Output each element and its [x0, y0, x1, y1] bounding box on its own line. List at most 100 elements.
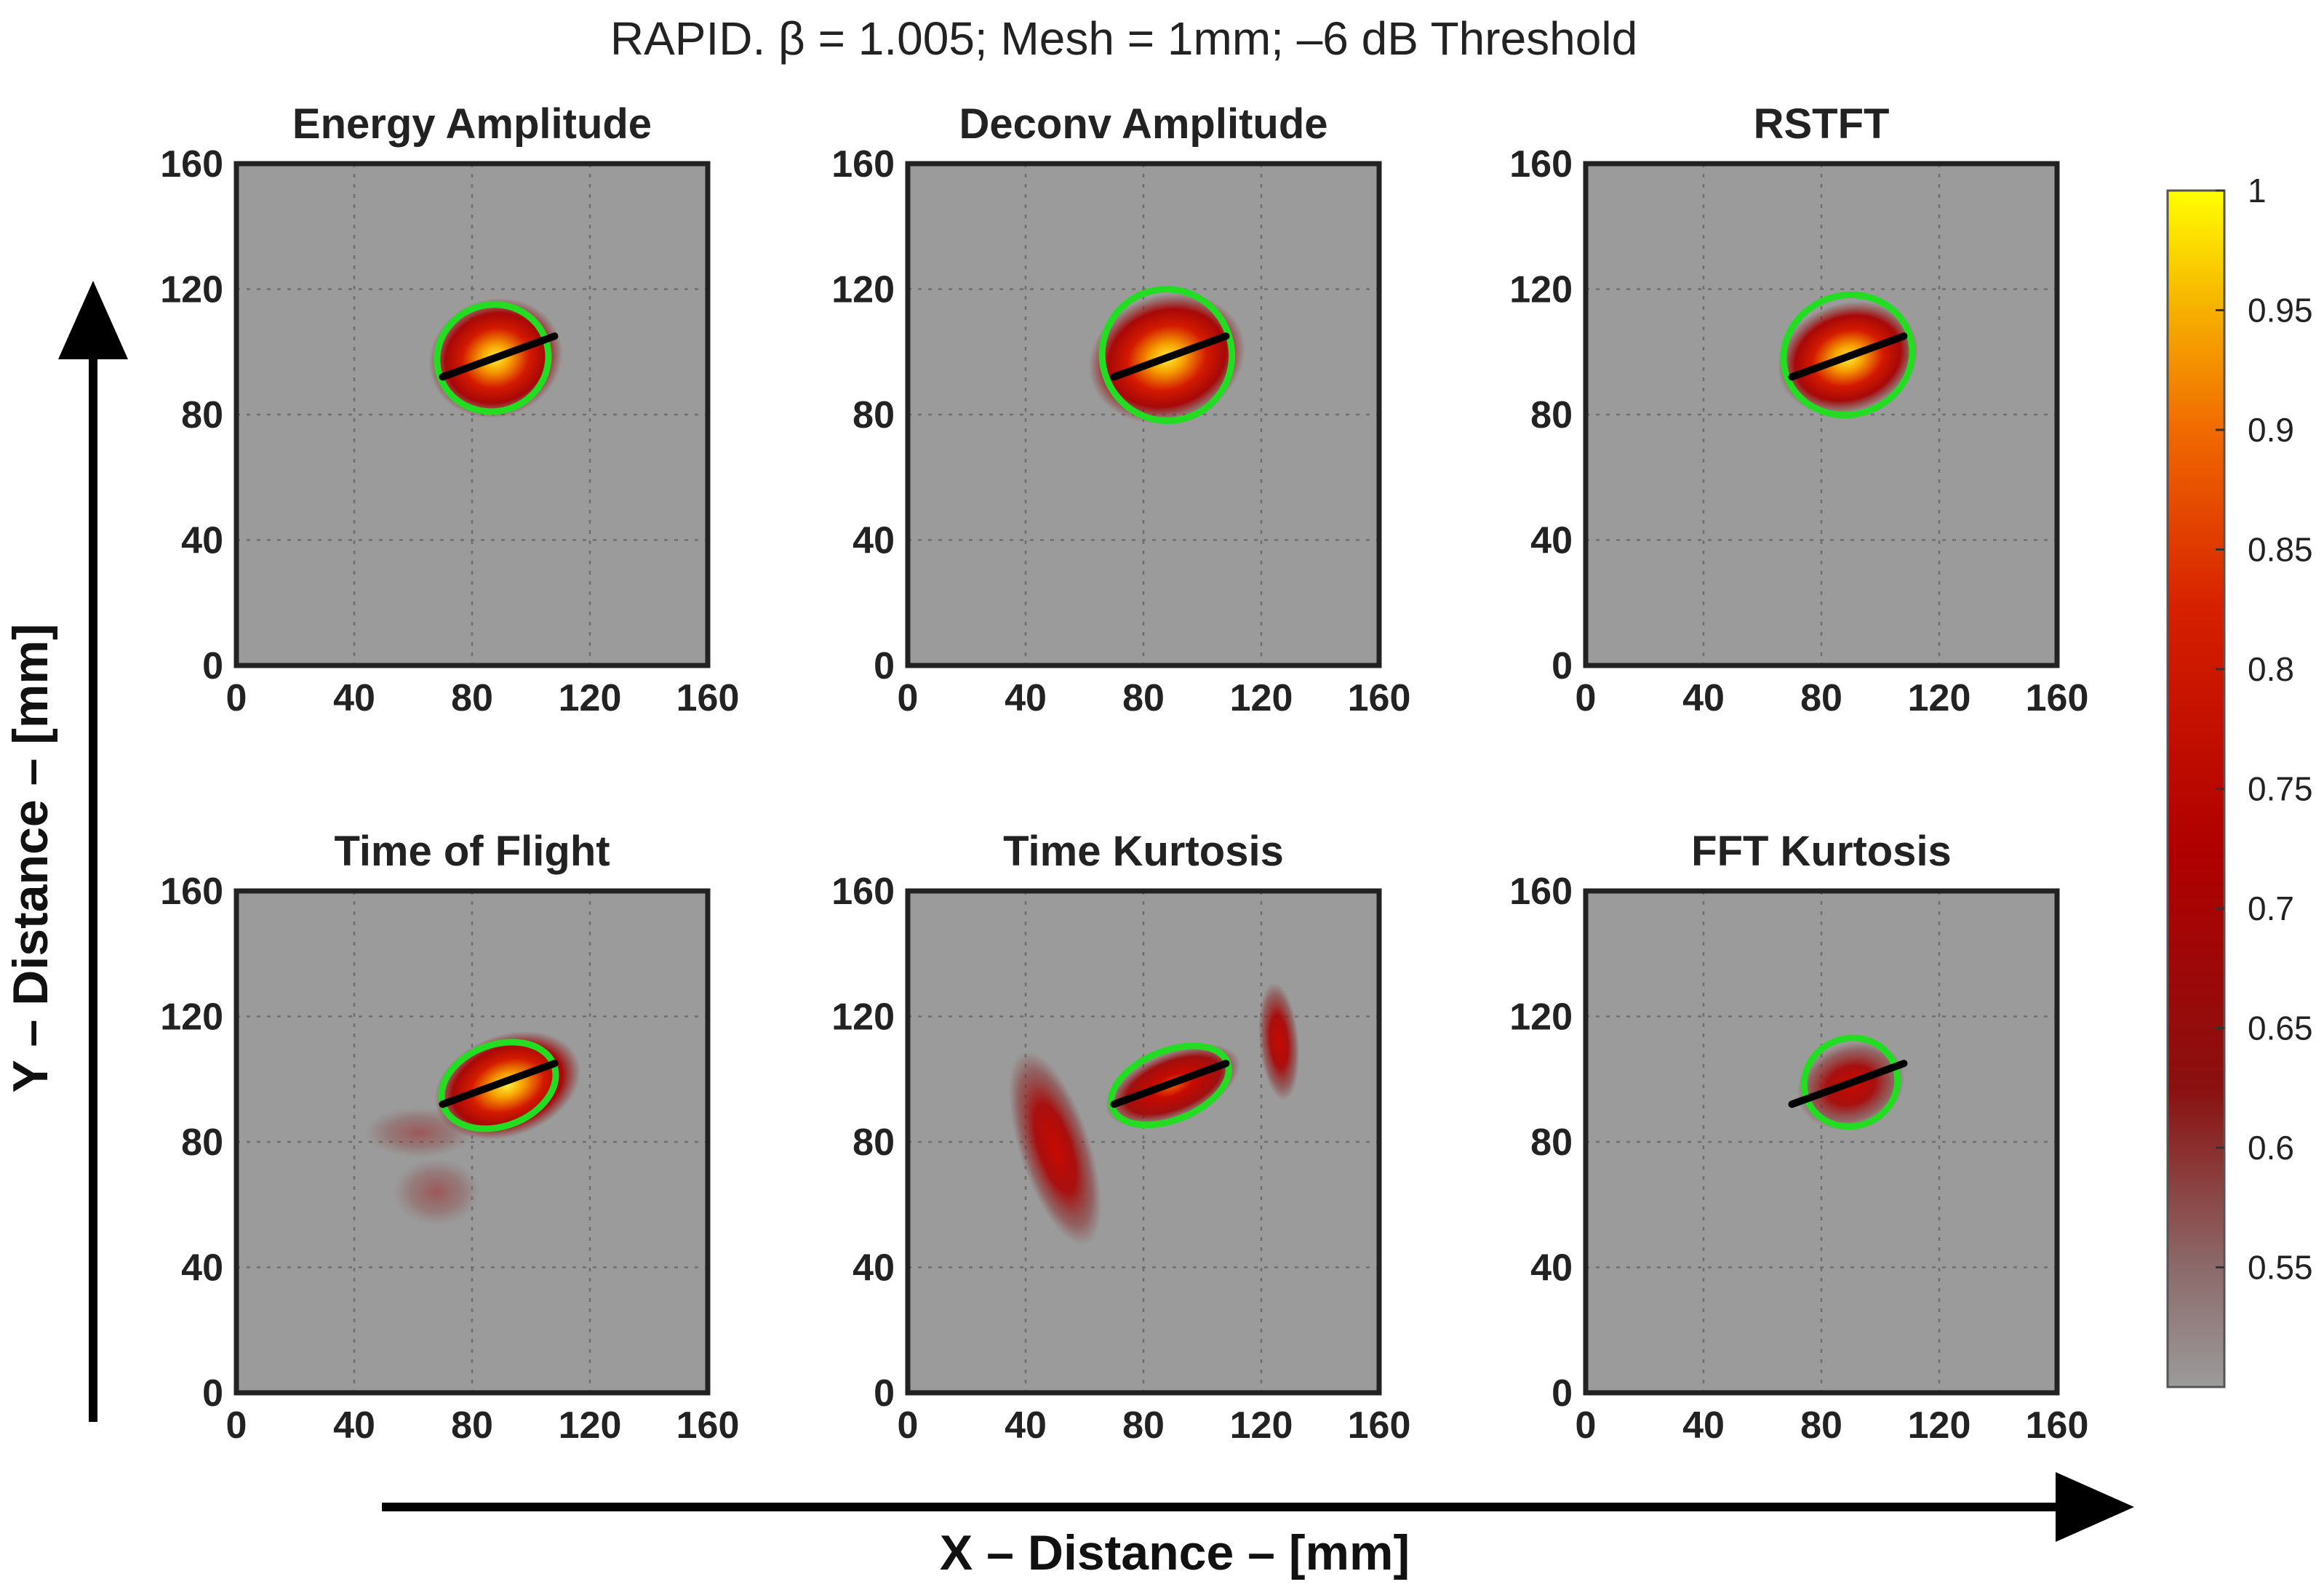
intensity-blob [393, 1158, 481, 1226]
y-tick-label: 120 [831, 269, 895, 311]
colorbar-tick-label: 0.7 [2248, 890, 2294, 927]
y-tick-label: 80 [852, 1122, 895, 1164]
y-tick-label: 160 [831, 143, 895, 185]
y-tick-label: 0 [874, 645, 895, 687]
panel-title: RSTFT [1754, 100, 1890, 148]
y-tick-label: 120 [1509, 269, 1573, 311]
x-tick-label: 40 [333, 677, 375, 719]
y-tick-label: 80 [1530, 394, 1573, 436]
y-tick-label: 0 [874, 1372, 895, 1415]
y-tick-label: 80 [181, 394, 223, 436]
axes-frame [1583, 161, 2060, 668]
axes-frame [233, 161, 711, 668]
panel-2: Deconv Amplitude 0 40 80 120 160 0 40 80 120 160 [831, 100, 1410, 719]
intensity-blob [363, 1107, 475, 1158]
x-tick-label: 80 [1800, 677, 1842, 719]
y-tick-label: 160 [1509, 871, 1573, 913]
y-tick-label: 120 [160, 269, 223, 311]
colorbar-tick-label: 0.65 [2248, 1010, 2313, 1047]
y-tick-label: 0 [1552, 645, 1573, 687]
crack-line [1110, 332, 1230, 381]
y-tick-label: 160 [1509, 143, 1573, 185]
colorbar: 0.55 0.6 0.65 0.7 0.75 0.8 0.85 0.9 0.95 1 [2166, 172, 2313, 1388]
intensity-blob [1008, 1050, 1102, 1246]
y-tick-label: 40 [181, 520, 223, 562]
colorbar-tick-label: 1 [2248, 172, 2267, 209]
crack-line [1788, 332, 1908, 381]
axes-frame [905, 161, 1382, 668]
x-tick-label: 80 [1800, 1404, 1842, 1447]
colorbar-tick-label: 0.55 [2248, 1249, 2313, 1287]
x-tick-label: 160 [676, 677, 740, 719]
colorbar-tick-label: 0.9 [2248, 411, 2294, 449]
colorbar-ticks: 0.55 0.6 0.65 0.7 0.75 0.8 0.85 0.9 0.95 1 [2216, 172, 2313, 1287]
x-tick-label: 40 [1005, 677, 1047, 719]
x-axis-label: X – Distance – [mm] [940, 1525, 1410, 1580]
panel-4: Time of Flight 0 40 80 120 160 0 40 80 120 160 [160, 828, 739, 1447]
colorbar-gradient [2166, 189, 2226, 1388]
panel-title: FFT Kurtosis [1691, 828, 1952, 875]
panel-6: FFT Kurtosis 0 40 80 120 160 0 40 80 120 160 [1509, 828, 2088, 1447]
y-tick-label: 40 [852, 1247, 895, 1290]
x-tick-label: 80 [1122, 1404, 1165, 1447]
panel-3: RSTFT 0 40 80 120 160 0 40 80 120 160 [1509, 100, 2088, 719]
y-tick-label: 120 [160, 996, 223, 1039]
panel-title: Energy Amplitude [292, 100, 652, 148]
panel-title: Time of Flight [334, 828, 610, 875]
crack-line [439, 332, 559, 381]
panel-5: Time Kurtosis 0 40 80 120 160 0 40 80 120 160 [831, 828, 1410, 1447]
x-tick-label: 160 [2026, 1404, 2089, 1447]
x-tick-label: 160 [1348, 677, 1411, 719]
threshold-ellipse [1780, 291, 1916, 419]
x-tick-label: 120 [1230, 1404, 1293, 1447]
x-tick-label: 0 [1576, 1404, 1597, 1447]
y-axis-label: Y – Distance – [mm] [3, 623, 58, 1092]
x-tick-label: 120 [1230, 677, 1293, 719]
x-tick-label: 80 [451, 1404, 493, 1447]
y-tick-label: 80 [1530, 1122, 1573, 1164]
y-tick-label: 120 [831, 996, 895, 1039]
axes-frame [233, 888, 711, 1396]
x-tick-label: 0 [1576, 677, 1597, 719]
x-tick-label: 120 [559, 677, 622, 719]
x-tick-label: 120 [559, 1404, 622, 1447]
x-tick-label: 120 [1908, 1404, 1971, 1447]
x-tick-label: 160 [1348, 1404, 1411, 1447]
x-tick-label: 80 [1122, 677, 1165, 719]
y-tick-label: 40 [1530, 1247, 1573, 1290]
colorbar-tick-label: 0.95 [2248, 292, 2313, 329]
y-tick-label: 0 [202, 1372, 223, 1415]
y-tick-label: 40 [852, 520, 895, 562]
x-tick-label: 0 [226, 1404, 247, 1447]
y-tick-label: 160 [160, 143, 223, 185]
x-tick-label: 40 [1682, 677, 1725, 719]
colorbar-tick-label: 0.75 [2248, 770, 2313, 808]
x-tick-label: 0 [898, 677, 919, 719]
intensity-blob [1258, 982, 1300, 1101]
x-tick-label: 40 [333, 1404, 375, 1447]
y-tick-label: 40 [1530, 520, 1573, 562]
crack-line [1110, 1060, 1230, 1108]
colorbar-tick-label: 0.85 [2248, 531, 2313, 569]
axes-frame [1583, 888, 2060, 1396]
crack-line [439, 1060, 559, 1108]
x-tick-label: 40 [1005, 1404, 1047, 1447]
x-tick-label: 0 [898, 1404, 919, 1447]
x-tick-label: 160 [2026, 677, 2089, 719]
intensity-blob [434, 1031, 581, 1140]
y-tick-label: 120 [1509, 996, 1573, 1039]
y-tick-label: 40 [181, 1247, 223, 1290]
colorbar-tick-label: 0.8 [2248, 650, 2294, 688]
x-tick-label: 160 [676, 1404, 740, 1447]
y-tick-label: 80 [181, 1122, 223, 1164]
y-tick-label: 160 [160, 871, 223, 913]
y-tick-label: 80 [852, 394, 895, 436]
figure-suptitle: RAPID. β = 1.005; Mesh = 1mm; –6 dB Thre… [610, 12, 1637, 65]
y-tick-label: 0 [202, 645, 223, 687]
axes-frame [905, 888, 1382, 1396]
x-tick-label: 80 [451, 677, 493, 719]
y-tick-label: 160 [831, 871, 895, 913]
x-tick-label: 0 [226, 677, 247, 719]
colorbar-tick-label: 0.6 [2248, 1129, 2294, 1167]
